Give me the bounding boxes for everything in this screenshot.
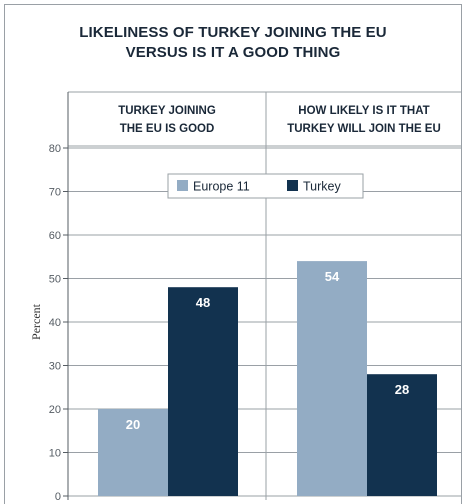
- y-tick-label-40: 40: [49, 317, 61, 329]
- legend-swatch-1: [177, 180, 188, 191]
- legend-label-2: Turkey: [303, 180, 341, 194]
- legend: Europe 11 Turkey: [167, 173, 364, 199]
- y-tick-label-70: 70: [49, 187, 61, 199]
- data-label-europe-11-1: 20: [126, 417, 140, 432]
- legend-box: [167, 173, 364, 199]
- bar-europe-11-2: [297, 261, 367, 496]
- legend-swatch-2: [287, 180, 298, 191]
- chart-title-line-1: LIKELINESS OF TURKEY JOINING THE EU: [79, 24, 387, 41]
- panel-headers: TURKEY JOINING THE EU IS GOOD HOW LIKELY I…: [118, 105, 441, 135]
- category-label-2-line-1: HOW LIKELY IS IT THAT: [298, 105, 429, 117]
- category-label-2-line-2: TURKEY WILL JOIN THE EU: [287, 123, 441, 135]
- y-tick-label-0: 0: [55, 491, 61, 500]
- chart-title: LIKELINESS OF TURKEY JOINING THE EU VERS…: [5, 23, 461, 63]
- data-label-europe-11-2: 54: [325, 269, 340, 284]
- y-axis-title: Percent: [29, 303, 43, 340]
- data-label-turkey-2: 28: [395, 382, 409, 397]
- bar-europe-11-1: [98, 409, 168, 496]
- bar-turkey-1: [168, 287, 238, 496]
- data-label-turkey-1: 48: [196, 295, 210, 310]
- y-tick-label-80: 80: [49, 143, 61, 155]
- y-tick-label-50: 50: [49, 274, 61, 286]
- category-label-1-line-1: TURKEY JOINING: [118, 105, 216, 117]
- legend-label-1: Europe 11: [193, 180, 250, 194]
- chart-title-line-2: VERSUS IS IT A GOOD THING: [125, 44, 341, 61]
- data-labels: 20 54 48 28: [126, 269, 409, 432]
- bars: [98, 261, 437, 496]
- plot-frame: [68, 91, 462, 500]
- y-tick-label-20: 20: [49, 404, 61, 416]
- y-tick-label-60: 60: [49, 230, 61, 242]
- y-tick-label-30: 30: [49, 361, 61, 373]
- y-tick-label-10: 10: [49, 448, 61, 460]
- bar-turkey-2: [367, 374, 437, 496]
- y-axis: 0 10 20 30 40 50 60 70 80 Percent: [29, 92, 69, 500]
- category-label-1-line-2: THE EU IS GOOD: [120, 123, 215, 135]
